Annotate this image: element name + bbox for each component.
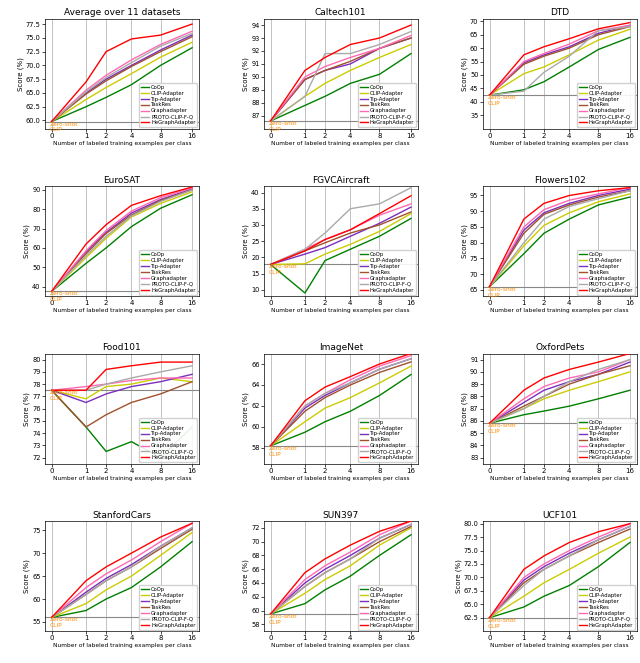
Title: UCF101: UCF101 [542,511,577,520]
Legend: CoOp, CLIP-Adapter, Tip-Adapter, TaskRes, Graphadapter, PROTO-CLIP-F-Q, HeGraphA: CoOp, CLIP-Adapter, Tip-Adapter, TaskRes… [577,418,636,462]
Legend: CoOp, CLIP-Adapter, Tip-Adapter, TaskRes, Graphadapter, PROTO-CLIP-F-Q, HeGraphA: CoOp, CLIP-Adapter, Tip-Adapter, TaskRes… [139,418,197,462]
Title: OxfordPets: OxfordPets [535,343,584,352]
Title: Flowers102: Flowers102 [534,176,586,184]
Legend: CoOp, CLIP-Adapter, Tip-Adapter, TaskRes, Graphadapter, PROTO-CLIP-F-Q, HeGraphA: CoOp, CLIP-Adapter, Tip-Adapter, TaskRes… [577,585,636,630]
X-axis label: Number of labeled training examples per class: Number of labeled training examples per … [271,643,410,648]
Y-axis label: Score (%): Score (%) [24,224,30,258]
Text: Zero-shot
CLIP: Zero-shot CLIP [488,287,516,298]
Text: Zero-shot
CLIP: Zero-shot CLIP [488,95,516,106]
Text: Zero-shot
CLIP: Zero-shot CLIP [50,617,79,629]
Title: Food101: Food101 [102,343,141,352]
Text: Zero-shot
CLIP: Zero-shot CLIP [50,292,79,302]
X-axis label: Number of labeled training examples per class: Number of labeled training examples per … [490,643,629,648]
X-axis label: Number of labeled training examples per class: Number of labeled training examples per … [271,308,410,314]
X-axis label: Number of labeled training examples per class: Number of labeled training examples per … [490,308,629,314]
Legend: CoOp, CLIP-Adapter, Tip-Adapter, TaskRes, Graphadapter, PROTO-CLIP-F-Q, HeGraphA: CoOp, CLIP-Adapter, Tip-Adapter, TaskRes… [358,250,416,294]
Legend: CoOp, CLIP-Adapter, Tip-Adapter, TaskRes, Graphadapter, PROTO-CLIP-F-Q, HeGraphA: CoOp, CLIP-Adapter, Tip-Adapter, TaskRes… [139,83,197,127]
Text: Zero-shot
CLIP: Zero-shot CLIP [488,618,516,629]
Text: Zero-shot
CLIP: Zero-shot CLIP [269,265,298,275]
Title: StanfordCars: StanfordCars [92,511,151,520]
Legend: CoOp, CLIP-Adapter, Tip-Adapter, TaskRes, Graphadapter, PROTO-CLIP-F-Q, HeGraphA: CoOp, CLIP-Adapter, Tip-Adapter, TaskRes… [577,83,636,127]
Title: SUN397: SUN397 [323,511,359,520]
X-axis label: Number of labeled training examples per class: Number of labeled training examples per … [490,476,629,481]
X-axis label: Number of labeled training examples per class: Number of labeled training examples per … [52,643,191,648]
X-axis label: Number of labeled training examples per class: Number of labeled training examples per … [271,476,410,481]
Y-axis label: Score (%): Score (%) [17,57,24,91]
Legend: CoOp, CLIP-Adapter, Tip-Adapter, TaskRes, Graphadapter, PROTO-CLIP-F-Q, HeGraphA: CoOp, CLIP-Adapter, Tip-Adapter, TaskRes… [358,418,416,462]
X-axis label: Number of labeled training examples per class: Number of labeled training examples per … [52,308,191,314]
Title: FGVCAircraft: FGVCAircraft [312,176,370,184]
Title: Average over 11 datasets: Average over 11 datasets [63,8,180,17]
Legend: CoOp, CLIP-Adapter, Tip-Adapter, TaskRes, Graphadapter, PROTO-CLIP-F-Q, HeGraphA: CoOp, CLIP-Adapter, Tip-Adapter, TaskRes… [139,585,197,630]
X-axis label: Number of labeled training examples per class: Number of labeled training examples per … [271,141,410,146]
Text: Zero-shot
CLIP: Zero-shot CLIP [488,423,516,434]
Y-axis label: Score (%): Score (%) [461,224,468,258]
Y-axis label: Score (%): Score (%) [24,559,30,593]
Text: Zero-shot
CLIP: Zero-shot CLIP [50,391,79,401]
Text: Zero-shot
CLIP: Zero-shot CLIP [269,446,298,457]
X-axis label: Number of labeled training examples per class: Number of labeled training examples per … [490,141,629,146]
Text: Zero-shot
CLIP: Zero-shot CLIP [269,614,298,625]
Y-axis label: Score (%): Score (%) [243,57,249,91]
Title: Caltech101: Caltech101 [315,8,367,17]
Title: ImageNet: ImageNet [319,343,363,352]
Y-axis label: Score (%): Score (%) [243,224,249,258]
Title: DTD: DTD [550,8,569,17]
Y-axis label: Score (%): Score (%) [243,559,249,593]
Legend: CoOp, CLIP-Adapter, Tip-Adapter, TaskRes, Graphadapter, PROTO-CLIP-F-Q, HeGraphA: CoOp, CLIP-Adapter, Tip-Adapter, TaskRes… [577,250,636,294]
Text: Zero-shot
CLIP: Zero-shot CLIP [269,121,298,132]
Title: EuroSAT: EuroSAT [104,176,140,184]
Text: Zero-shot
CLIP: Zero-shot CLIP [50,121,79,133]
X-axis label: Number of labeled training examples per class: Number of labeled training examples per … [52,476,191,481]
Y-axis label: Score (%): Score (%) [243,392,249,426]
Legend: CoOp, CLIP-Adapter, Tip-Adapter, TaskRes, Graphadapter, PROTO-CLIP-F-Q, HeGraphA: CoOp, CLIP-Adapter, Tip-Adapter, TaskRes… [358,83,416,127]
Y-axis label: Score (%): Score (%) [461,57,468,91]
X-axis label: Number of labeled training examples per class: Number of labeled training examples per … [52,141,191,146]
Legend: CoOp, CLIP-Adapter, Tip-Adapter, TaskRes, Graphadapter, PROTO-CLIP-F-Q, HeGraphA: CoOp, CLIP-Adapter, Tip-Adapter, TaskRes… [139,250,197,294]
Y-axis label: Score (%): Score (%) [24,392,30,426]
Y-axis label: Score (%): Score (%) [461,392,468,426]
Legend: CoOp, CLIP-Adapter, Tip-Adapter, TaskRes, Graphadapter, PROTO-CLIP-F-Q, HeGraphA: CoOp, CLIP-Adapter, Tip-Adapter, TaskRes… [358,585,416,630]
Y-axis label: Score (%): Score (%) [455,559,461,593]
